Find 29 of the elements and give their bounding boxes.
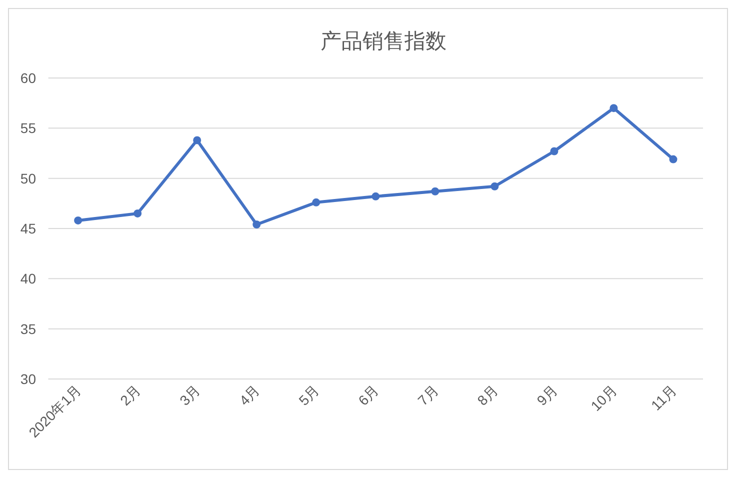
- y-tick-label: 30: [20, 371, 36, 387]
- point: [490, 182, 499, 190]
- y-tick-label: 35: [20, 320, 36, 337]
- x-tick-label: 3月: [176, 382, 204, 409]
- point: [74, 216, 82, 224]
- y-tick-label: 40: [20, 270, 36, 287]
- point: [134, 209, 142, 218]
- y-tick-label: 45: [20, 220, 36, 236]
- y-tick-label: 55: [20, 120, 36, 136]
- x-tick-label: 8月: [474, 382, 501, 409]
- x-tick-label: 7月: [414, 382, 442, 409]
- x-tick-label: 10月: [588, 382, 620, 414]
- x-tick-label: 5月: [296, 382, 322, 409]
- point: [312, 198, 320, 206]
- x-tick-label: 11月: [648, 382, 680, 414]
- x-tick-label: 4月: [236, 382, 263, 409]
- point: [431, 187, 440, 196]
- point: [193, 136, 202, 144]
- x-tick-label: 9月: [534, 382, 560, 409]
- point: [610, 104, 618, 112]
- point: [372, 192, 380, 200]
- point: [669, 155, 678, 164]
- point: [550, 147, 558, 156]
- y-tick-label: 50: [20, 170, 36, 186]
- x-tick-label: 2月: [116, 382, 144, 409]
- y-tick-label: 60: [20, 70, 36, 86]
- point: [252, 220, 261, 228]
- x-tick-label: 6月: [355, 382, 382, 409]
- chart-title: 产品销售指数: [320, 30, 447, 53]
